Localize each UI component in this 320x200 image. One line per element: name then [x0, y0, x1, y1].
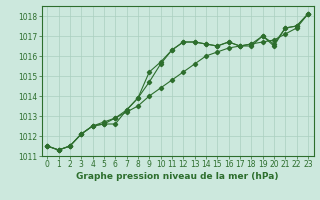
X-axis label: Graphe pression niveau de la mer (hPa): Graphe pression niveau de la mer (hPa)	[76, 172, 279, 181]
